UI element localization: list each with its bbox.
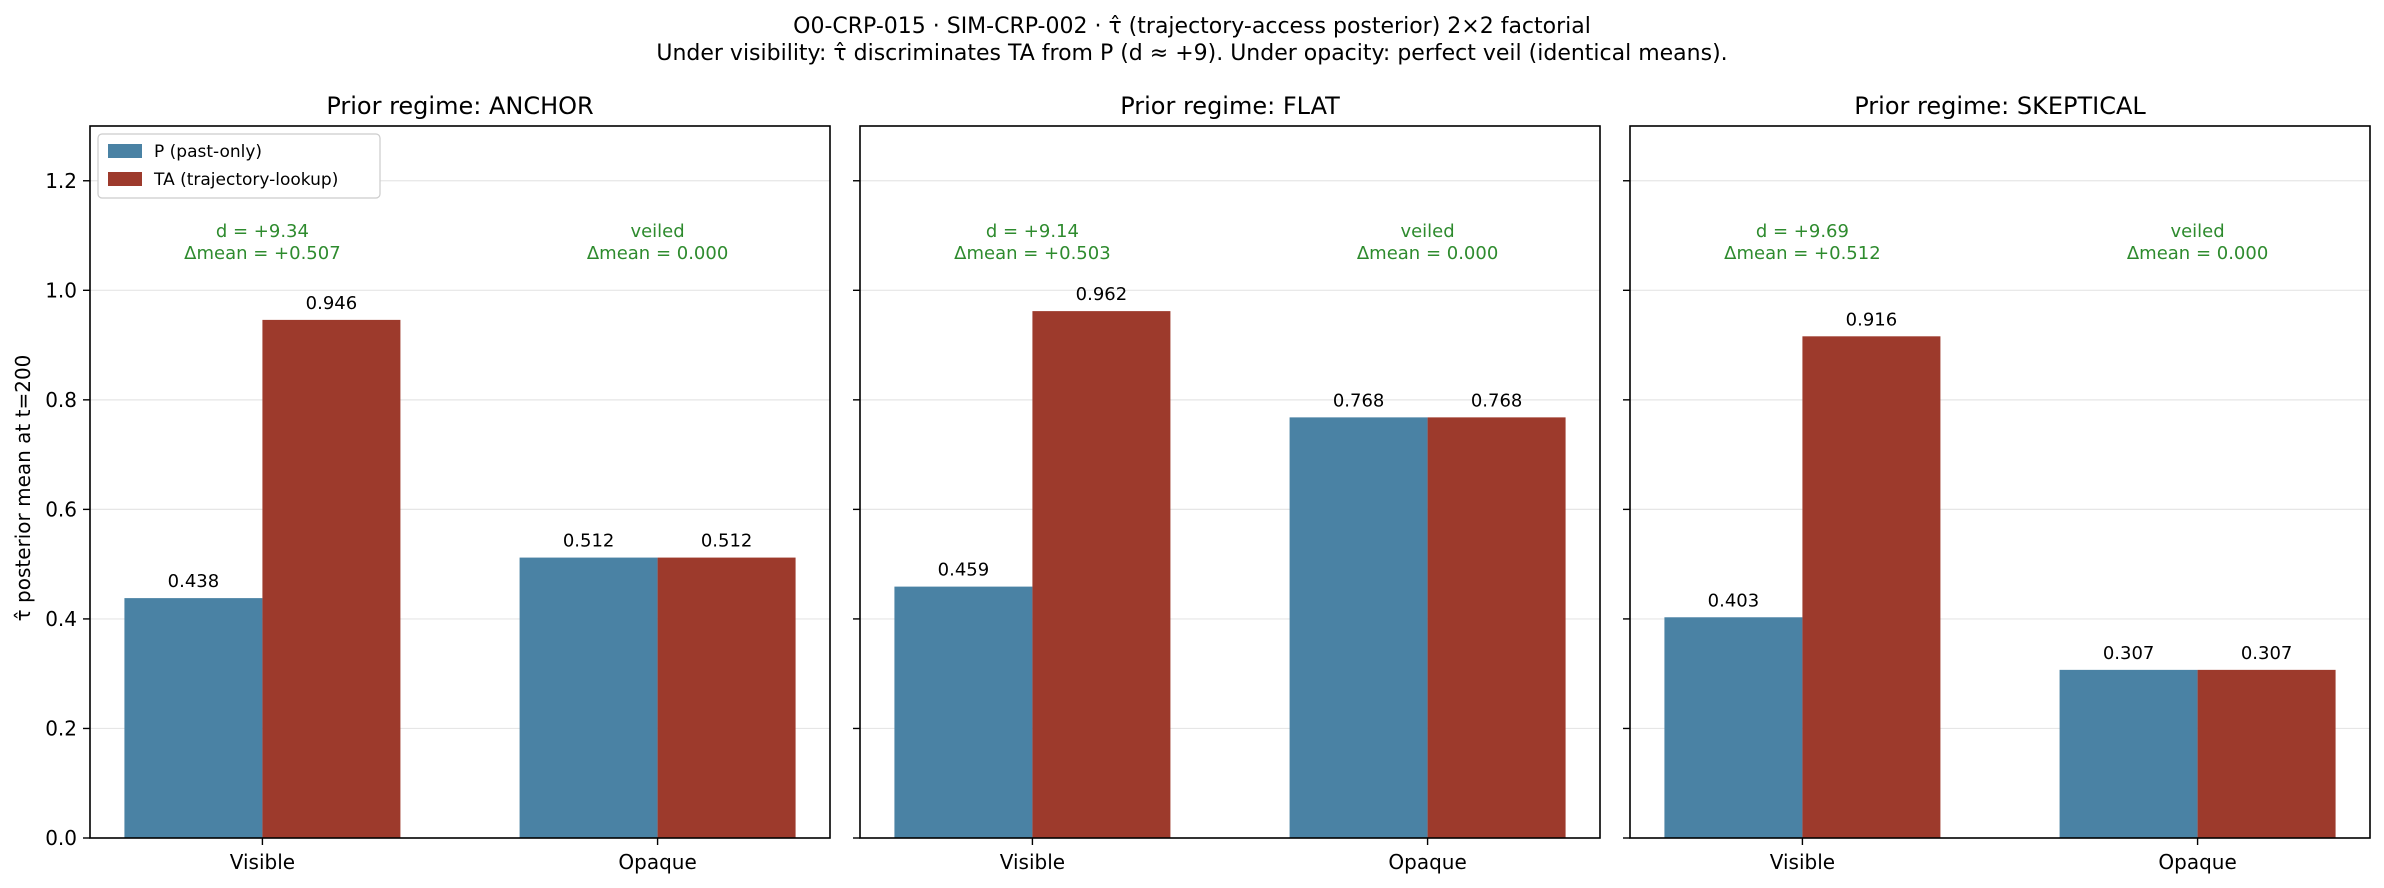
bar-p-opaque bbox=[1289, 417, 1428, 838]
panel-frame bbox=[1629, 125, 2371, 839]
x-tick-label: Opaque bbox=[1388, 850, 1466, 874]
bar-value-label: 0.459 bbox=[938, 560, 990, 581]
bar-value-label: 0.307 bbox=[2241, 643, 2293, 664]
group-annotation: d = +9.69 bbox=[1756, 221, 1849, 242]
group-annotation: Δmean = 0.000 bbox=[2127, 243, 2268, 264]
bar-ta-visible bbox=[1802, 336, 1941, 838]
bar-ta-opaque bbox=[1427, 417, 1566, 838]
bar-ta-visible bbox=[1032, 311, 1171, 838]
group-annotation: Δmean = +0.507 bbox=[184, 243, 341, 264]
bar-value-label: 0.962 bbox=[1076, 284, 1128, 305]
panel-frame bbox=[859, 125, 1601, 839]
bar-value-label: 0.438 bbox=[168, 571, 220, 592]
group-annotation: Δmean = +0.512 bbox=[1724, 243, 1881, 264]
bar-value-label: 0.916 bbox=[1846, 309, 1898, 330]
x-tick-label: Opaque bbox=[2158, 850, 2236, 874]
x-tick-label: Opaque bbox=[618, 850, 696, 874]
figure-title: O0-CRP-015 · SIM-CRP-002 · τ̂ (trajector… bbox=[793, 14, 1591, 39]
y-axis-label: τ̂ posterior mean at t=200 bbox=[11, 355, 35, 622]
legend-label: TA (trajectory-lookup) bbox=[153, 170, 338, 190]
bar-value-label: 0.512 bbox=[563, 531, 615, 552]
y-tick-label: 0.2 bbox=[45, 716, 77, 740]
group-annotation: veiled bbox=[1400, 221, 1454, 242]
group-annotation: Δmean = 0.000 bbox=[1357, 243, 1498, 264]
y-tick-label: 0.4 bbox=[45, 607, 77, 631]
bar-ta-opaque bbox=[657, 557, 796, 838]
bar-p-opaque bbox=[2059, 669, 2198, 838]
panel-frame bbox=[89, 125, 831, 839]
bar-p-visible bbox=[894, 586, 1033, 838]
panel-title: Prior regime: SKEPTICAL bbox=[1854, 92, 2146, 120]
figure-subtitle: Under visibility: τ̂ discriminates TA fr… bbox=[656, 41, 1727, 66]
group-annotation: veiled bbox=[630, 221, 684, 242]
bar-ta-opaque bbox=[2197, 669, 2336, 838]
x-tick-label: Visible bbox=[230, 850, 295, 874]
bar-value-label: 0.768 bbox=[1333, 390, 1385, 411]
group-annotation: d = +9.34 bbox=[216, 221, 309, 242]
y-tick-label: 0.0 bbox=[45, 826, 77, 850]
legend-label: P (past-only) bbox=[154, 142, 262, 162]
x-tick-label: Visible bbox=[1770, 850, 1835, 874]
y-tick-label: 1.2 bbox=[45, 169, 77, 193]
legend-box bbox=[97, 133, 381, 199]
group-annotation: Δmean = 0.000 bbox=[587, 243, 728, 264]
bar-value-label: 0.512 bbox=[701, 531, 753, 552]
group-annotation: d = +9.14 bbox=[986, 221, 1079, 242]
bar-p-visible bbox=[1664, 617, 1803, 838]
bar-value-label: 0.403 bbox=[1708, 590, 1760, 611]
panel-title: Prior regime: FLAT bbox=[1120, 92, 1340, 120]
bar-value-label: 0.307 bbox=[2103, 643, 2155, 664]
bar-p-opaque bbox=[519, 557, 658, 838]
y-tick-label: 1.0 bbox=[45, 278, 77, 302]
y-tick-label: 0.6 bbox=[45, 497, 77, 521]
group-annotation: Δmean = +0.503 bbox=[954, 243, 1111, 264]
bar-value-label: 0.768 bbox=[1471, 390, 1523, 411]
bar-ta-visible bbox=[262, 319, 401, 839]
y-tick-label: 0.8 bbox=[45, 388, 77, 412]
bar-value-label: 0.946 bbox=[306, 293, 358, 314]
legend: P (past-only) TA (trajectory-lookup) bbox=[97, 133, 381, 199]
group-annotation: veiled bbox=[2170, 221, 2224, 242]
x-tick-label: Visible bbox=[1000, 850, 1065, 874]
legend-swatch bbox=[108, 172, 142, 186]
legend-swatch bbox=[108, 144, 142, 158]
bar-p-visible bbox=[124, 598, 263, 838]
panel-title: Prior regime: ANCHOR bbox=[326, 92, 593, 120]
